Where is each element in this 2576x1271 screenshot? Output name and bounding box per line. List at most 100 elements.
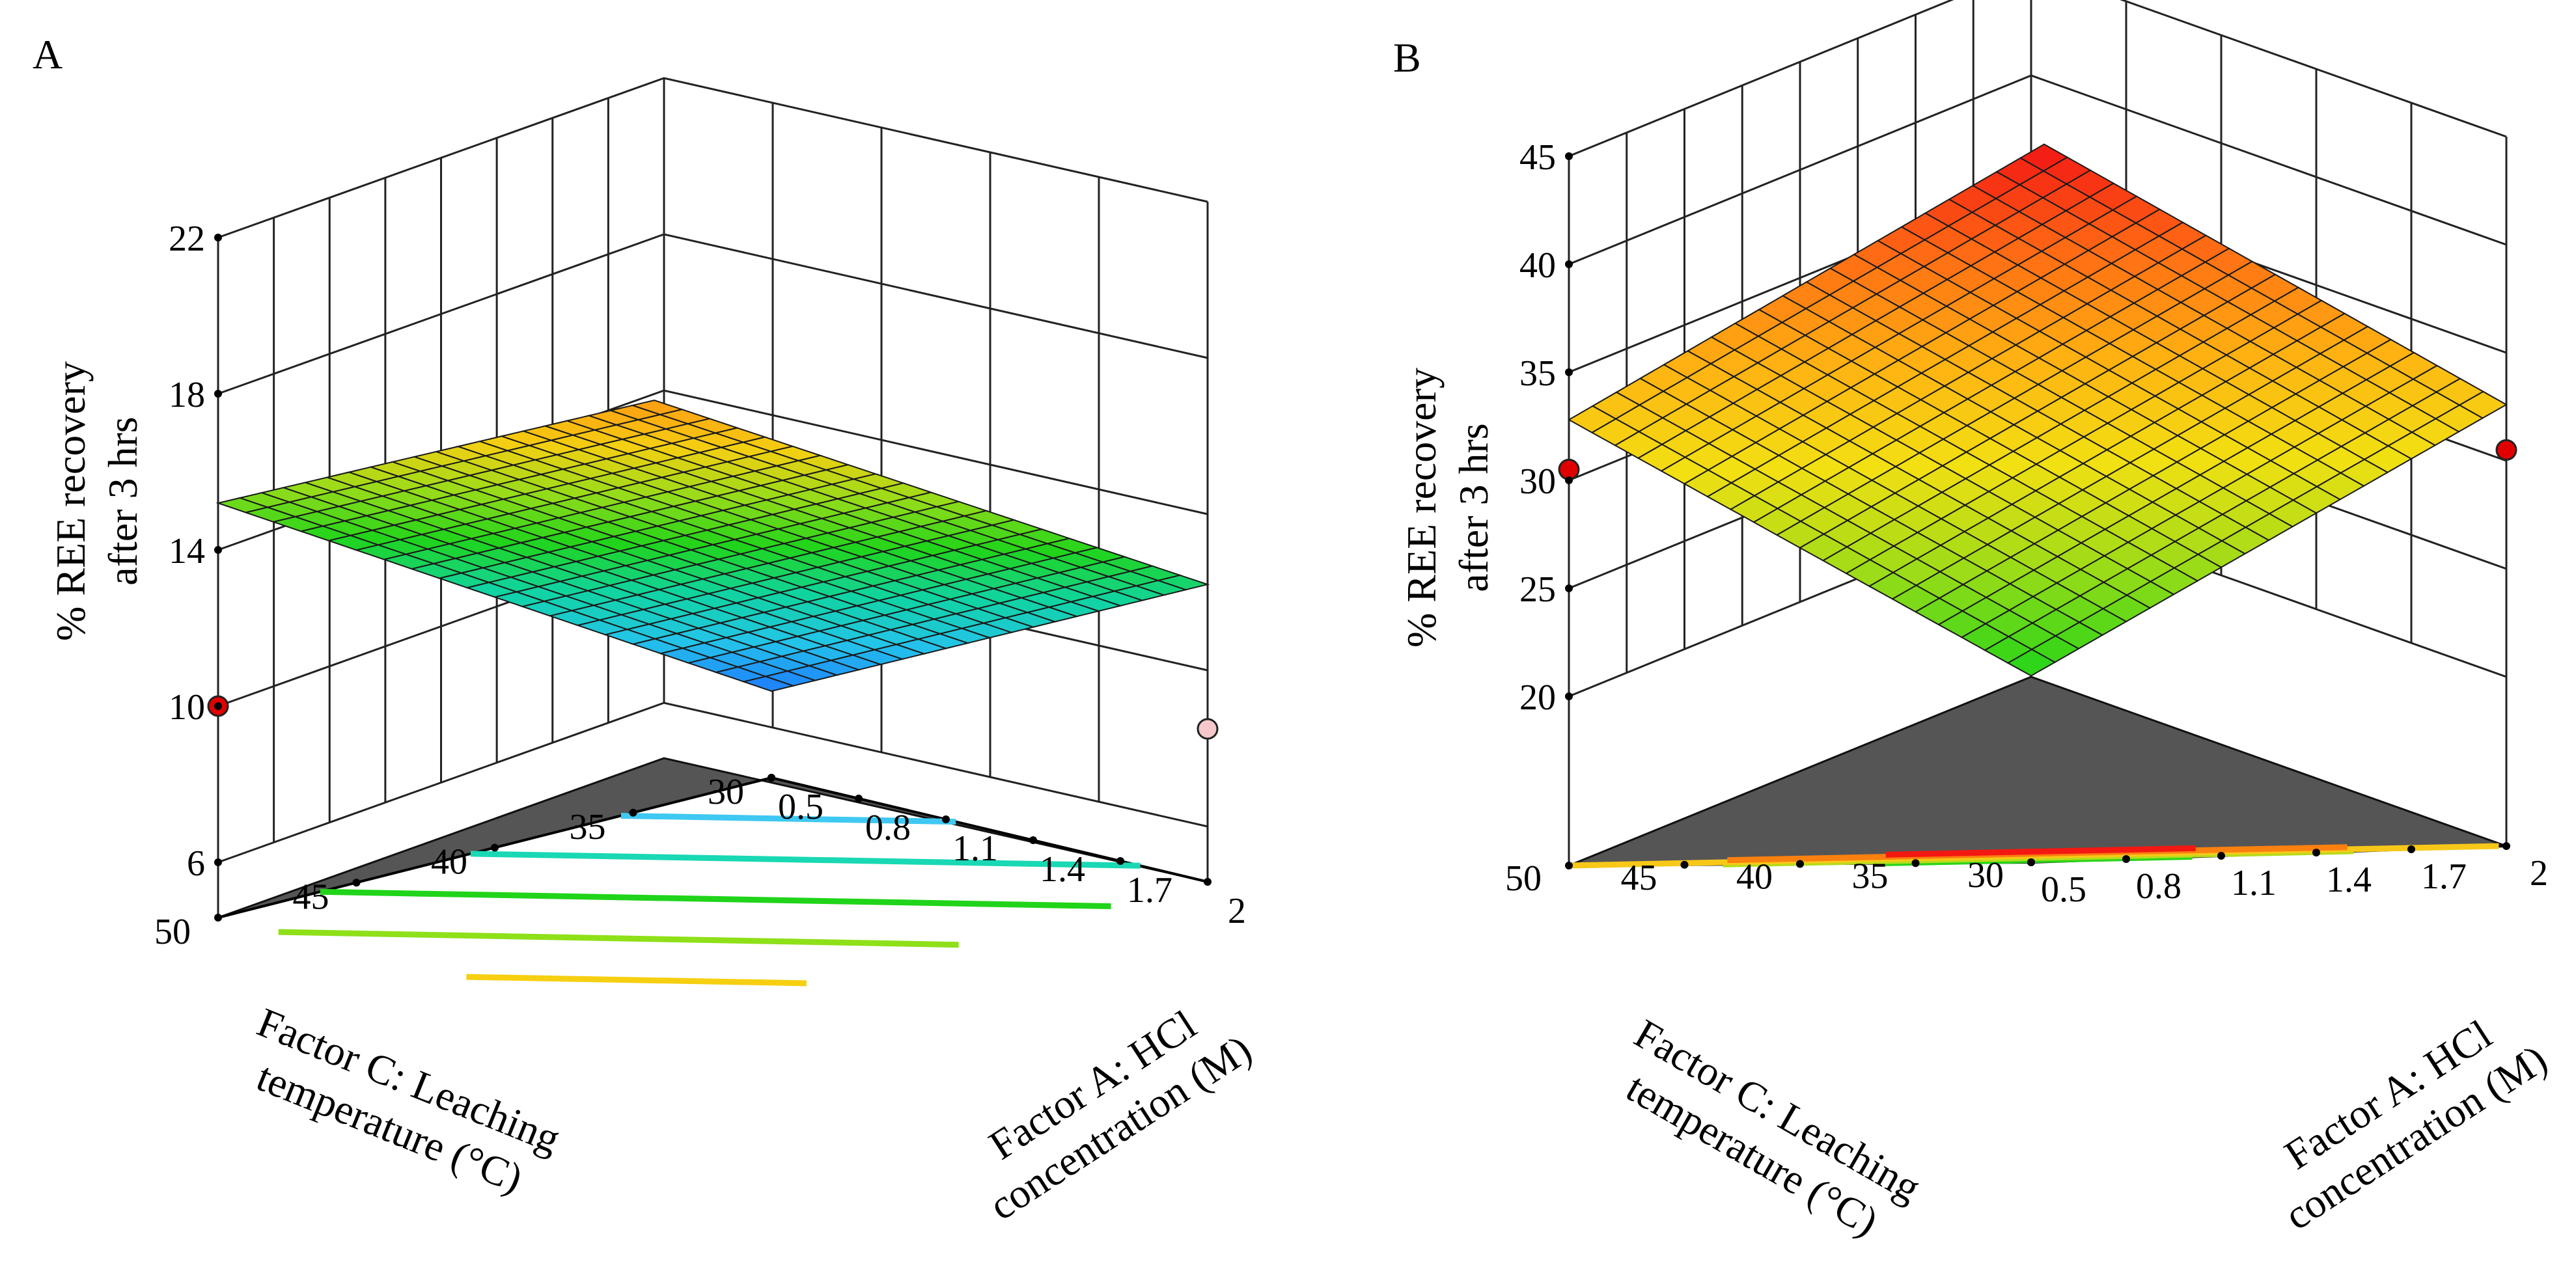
panel-a-hcl-tick-label: 1.7 (1127, 870, 1172, 910)
panel-b-z-ticks: 20 25 30 35 40 45 (1519, 137, 1573, 718)
panel-a-z-tick (214, 390, 222, 398)
panel-a-hcl-tick-label: 2 (1228, 891, 1246, 931)
panel-b-surface-cell (2006, 648, 2057, 677)
panel-b-z-tick (1565, 368, 1573, 376)
panel-a-z-axis-title: % REE recovery after 3 hrs (48, 361, 146, 641)
panel-a-z-tick-label: 6 (187, 843, 205, 884)
panel-a-temp-tick (214, 914, 222, 922)
panel-a-z-tick-label: 14 (169, 531, 205, 571)
panel-b-z-tick-label: 25 (1519, 569, 1556, 610)
panel-a-hcl-tick (768, 774, 775, 782)
panel-b-z-axis-title-line: after 3 hrs (1450, 423, 1497, 592)
panel-b-z-tick (1565, 260, 1573, 268)
panel-b-temp-tick (1565, 862, 1573, 869)
panel-a-contour-line (278, 929, 959, 948)
panel-b-z-tick (1565, 584, 1573, 592)
panel-b-hcl-tick-label: 1.1 (2231, 863, 2277, 903)
panel-a-surface (215, 399, 1210, 692)
panel-b-label: B (1393, 34, 1421, 81)
panel-a-z-tick (214, 858, 222, 866)
panel-a-temp-tick-label: 45 (293, 877, 329, 917)
panel-b-temp-tick-label: 30 (1967, 855, 2004, 895)
panel-a-hcl-tick (1029, 836, 1037, 844)
panel-a-temp-ticks: 30 35 40 45 50 (154, 772, 775, 952)
panel-a-hcl-ticks: 0.5 0.8 1.1 1.4 1.7 2 (768, 774, 1246, 931)
panel-a-z-axis-title-line: % REE recovery (48, 361, 94, 641)
panel-a-contour-line (470, 851, 1141, 869)
panel-b-z-axis-title: % REE recovery after 3 hrs (1398, 368, 1497, 648)
panel-a-hcl-tick (855, 795, 863, 802)
panel-b-hcl-tick (2122, 855, 2130, 863)
panel-b-temp-tick (1796, 860, 1804, 868)
panel-a-z-ticks: 6 10 14 18 22 (169, 219, 222, 884)
panel-a-hcl-tick-label: 0.5 (778, 787, 824, 827)
panel-b-temp-tick-label: 50 (1505, 858, 1542, 899)
panel-a-hcl-tick-label: 1.4 (1040, 849, 1085, 890)
panel-b-floor (1568, 676, 2507, 867)
panel-a-hcl-tick (1116, 857, 1124, 865)
panel-b-hcl-tick-label: 1.4 (2326, 860, 2372, 900)
panel-b-hcl-tick (2027, 858, 2035, 866)
panel-a-z-tick-label: 22 (169, 219, 205, 259)
panel-a: A 6 10 14 18 22 30 35 40 45 50 0.5 0.8 1.1 1.4 1.7 2 % R… (33, 31, 1260, 1229)
panel-a-temp-axis-title: Factor C: Leachingtemperature (°C) (232, 999, 566, 1209)
panel-a-temp-tick-label: 50 (154, 912, 191, 952)
panel-b-z-gridline (1568, 0, 2507, 157)
panel-b-z-tick-label: 35 (1519, 353, 1556, 394)
panel-b-hcl-tick-label: 0.8 (2136, 866, 2181, 907)
panel-b-temp-axis-title: Factor C: Leachingtemperature (°C) (1601, 1010, 1928, 1255)
panel-a-label: A (33, 31, 62, 77)
panel-a-temp-tick-label: 40 (431, 842, 467, 882)
panel-a-contour-line (320, 888, 1111, 910)
panel-b-contour-line (1885, 845, 2196, 858)
panel-b-design-point (1558, 458, 1580, 480)
panel-b-z-tick-label: 45 (1519, 137, 1556, 178)
panel-a-temp-tick-label: 30 (708, 772, 744, 812)
panel-b-surface (1567, 143, 2508, 677)
panel-a-design-point (1197, 718, 1219, 740)
panel-a-z-tick-label: 18 (169, 375, 205, 415)
panel-b-z-tick (1565, 152, 1573, 160)
panel-b-temp-tick (1911, 859, 1920, 868)
panel-b-z-tick (1565, 692, 1573, 700)
panel-b-hcl-axis-title: Factor A: HClconcentration (M) (2249, 993, 2555, 1239)
panel-a-z-tick (214, 234, 222, 241)
panel-b-temp-tick-label: 45 (1621, 858, 1657, 898)
panel-a-z-gridline (217, 233, 1208, 395)
panel-b-hcl-tick-label: 2 (2530, 853, 2548, 894)
panel-a-temp-tick-label: 35 (570, 807, 606, 847)
panel-b-z-tick-label: 40 (1519, 245, 1556, 286)
panel-a-hcl-tick-label: 0.8 (865, 808, 911, 848)
panel-b-z-tick (1565, 476, 1573, 484)
panel-a-hcl-tick (942, 815, 950, 823)
panel-a-z-gridline (217, 77, 1208, 239)
panel-a-contours (278, 812, 1141, 987)
panel-b-hcl-tick (2407, 845, 2415, 853)
panel-a-hcl-tick (1204, 878, 1212, 886)
panel-b-design-point (2495, 439, 2517, 461)
panel-a-z-tick (214, 546, 222, 554)
panel-a-temp-tick (491, 843, 499, 852)
panel-b-z-tick-label: 30 (1519, 461, 1556, 502)
panel-b-temp-tick-label: 40 (1736, 857, 1773, 897)
panel-b-z-tick-label: 20 (1519, 677, 1556, 718)
panel-b-z-axis-title-line: % REE recovery (1398, 368, 1445, 648)
panel-b-hcl-tick-label: 0.5 (2041, 869, 2086, 910)
panel-b-hcl-tick (2312, 849, 2320, 856)
panel-a-surface-cell (741, 676, 796, 692)
panel-a-z-tick (214, 702, 222, 710)
panel-a-contour-line (466, 974, 807, 987)
panel-b-hcl-tick (2217, 852, 2225, 860)
panel-a-z-axis-title-line: after 3 hrs (100, 417, 146, 585)
panel-b-temp-ticks: 30 35 40 45 50 (1505, 855, 2035, 899)
panel-b-contours (1568, 843, 2499, 869)
panel-a-hcl-tick-label: 1.1 (952, 828, 998, 869)
panel-b: B 20 25 30 35 40 45 30 35 40 45 50 0.5 0.8 1.1 1.4 1.7 2… (1393, 0, 2555, 1255)
panel-b-hcl-ticks: 0.5 0.8 1.1 1.4 1.7 2 (2027, 842, 2548, 910)
panel-a-temp-tick (629, 808, 637, 817)
panel-a-hcl-axis-title: Factor A: HClconcentration (M) (953, 983, 1259, 1229)
panel-b-hcl-tick-label: 1.7 (2421, 856, 2467, 897)
panel-a-contour-line (620, 812, 956, 825)
panel-b-temp-tick (1680, 860, 1689, 869)
